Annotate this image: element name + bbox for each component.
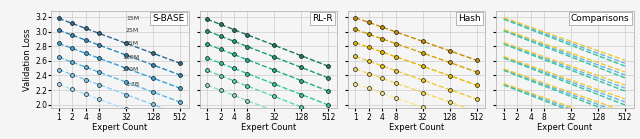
Text: 130M: 130M: [122, 55, 139, 60]
Text: S-BASE: S-BASE: [152, 14, 184, 23]
Text: Comparisons: Comparisons: [571, 14, 630, 23]
Text: 55M: 55M: [126, 41, 139, 46]
Text: 15M: 15M: [126, 16, 139, 21]
Text: 1.3B: 1.3B: [125, 82, 139, 87]
X-axis label: Expert Count: Expert Count: [241, 123, 296, 132]
Text: Hash: Hash: [458, 14, 481, 23]
Y-axis label: Validation Loss: Validation Loss: [23, 28, 32, 91]
X-axis label: Expert Count: Expert Count: [538, 123, 593, 132]
Text: RL-R: RL-R: [312, 14, 333, 23]
X-axis label: Expert Count: Expert Count: [92, 123, 147, 132]
Text: 370M: 370M: [122, 67, 139, 72]
X-axis label: Expert Count: Expert Count: [389, 123, 444, 132]
Text: 25M: 25M: [126, 28, 139, 33]
